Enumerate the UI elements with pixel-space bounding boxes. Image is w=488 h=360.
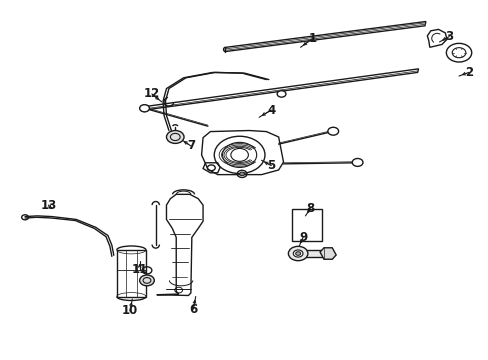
Text: 2: 2 bbox=[464, 66, 472, 79]
Polygon shape bbox=[320, 248, 335, 259]
Text: 5: 5 bbox=[266, 159, 275, 172]
Circle shape bbox=[288, 246, 307, 261]
Text: 7: 7 bbox=[186, 139, 195, 152]
Text: 1: 1 bbox=[308, 32, 316, 45]
Circle shape bbox=[239, 172, 244, 176]
Circle shape bbox=[351, 158, 362, 166]
Circle shape bbox=[140, 105, 149, 112]
Polygon shape bbox=[305, 250, 326, 257]
Text: 8: 8 bbox=[305, 202, 314, 215]
Circle shape bbox=[277, 91, 285, 97]
Text: 11: 11 bbox=[131, 263, 147, 276]
Text: 9: 9 bbox=[298, 231, 306, 244]
Text: 4: 4 bbox=[266, 104, 275, 117]
Circle shape bbox=[140, 105, 149, 112]
Circle shape bbox=[295, 252, 300, 255]
Text: 10: 10 bbox=[122, 305, 138, 318]
Circle shape bbox=[166, 131, 183, 143]
Circle shape bbox=[327, 127, 338, 135]
Text: 3: 3 bbox=[444, 30, 452, 43]
Text: 12: 12 bbox=[143, 87, 160, 100]
Text: 13: 13 bbox=[41, 199, 57, 212]
Circle shape bbox=[140, 275, 154, 286]
Text: 6: 6 bbox=[189, 303, 197, 316]
